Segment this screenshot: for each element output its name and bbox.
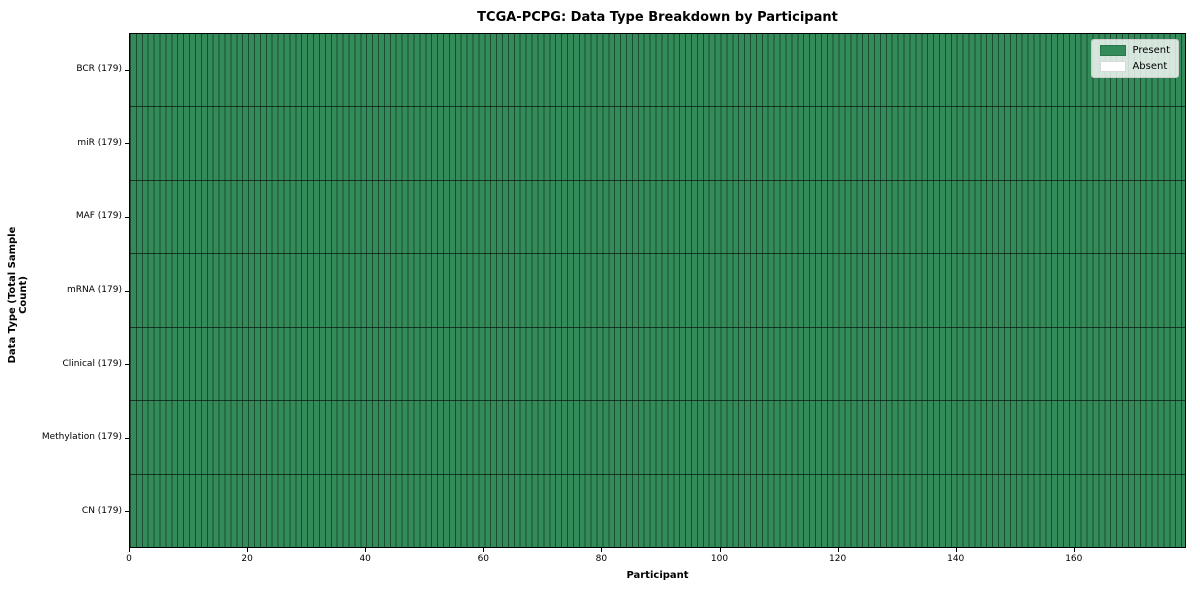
x-tick-mark [601, 548, 603, 552]
x-tick-label: 40 [359, 554, 371, 564]
x-tick-label: 140 [947, 554, 965, 564]
y-tick-label: Methylation (179) [41, 432, 122, 443]
legend-label-present: Present [1132, 45, 1170, 56]
x-tick-mark [719, 548, 721, 552]
y-axis-label: Data Type (Total Sample Count) [7, 226, 29, 364]
x-tick-mark [129, 548, 130, 552]
x-tick-label: 60 [477, 554, 490, 564]
x-tick-label: 120 [829, 554, 847, 564]
y-tick-label: CN (179) [81, 505, 122, 516]
x-tick-label: 100 [710, 554, 729, 564]
x-tick-label: 80 [595, 554, 608, 564]
chart-title: TCGA-PCPG: Data Type Breakdown by Partic… [477, 10, 838, 25]
y-tick-label: miR (179) [77, 137, 122, 148]
x-axis-label: Participant [626, 570, 689, 581]
legend-label-absent: Absent [1132, 61, 1168, 72]
heatmap-row [130, 474, 1185, 547]
heatmap-row [130, 34, 1185, 108]
heatmap-row [130, 180, 1185, 255]
x-tick-mark [365, 548, 367, 552]
x-tick-label: 20 [241, 554, 253, 564]
heatmap-rows [130, 34, 1185, 547]
legend-entry-absent: Absent [1100, 61, 1170, 72]
y-tick-label: BCR (179) [76, 64, 122, 75]
heatmap-row [130, 254, 1185, 328]
legend: Present Absent [1091, 39, 1179, 78]
x-tick-label: 0 [126, 554, 132, 564]
present-swatch [1100, 45, 1127, 56]
x-tick-mark [837, 548, 839, 552]
legend-entry-present: Present [1100, 45, 1170, 56]
plot-area: Present Absent [129, 33, 1186, 548]
heatmap-row [130, 107, 1185, 181]
x-tick-mark [247, 548, 249, 552]
heatmap-row [130, 327, 1185, 402]
heatmap-row [130, 401, 1185, 475]
absent-swatch [1100, 61, 1127, 72]
x-tick-mark [1073, 548, 1075, 552]
x-tick-mark [483, 548, 485, 552]
x-tick-mark [955, 548, 957, 552]
x-tick-label: 160 [1065, 554, 1083, 564]
